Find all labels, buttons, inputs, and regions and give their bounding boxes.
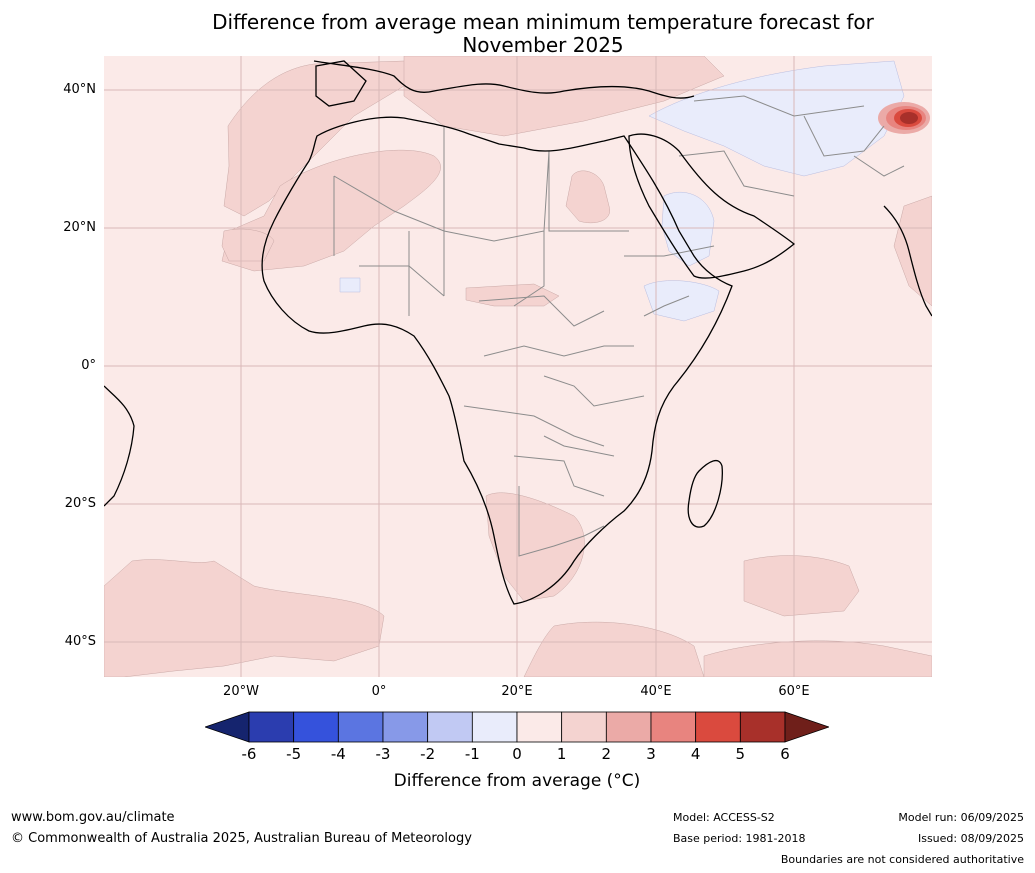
coast-india — [883, 205, 932, 317]
colorbar-cell — [561, 711, 607, 743]
warm-anomaly-regions — [104, 56, 932, 677]
colorbar-tick-label: 1 — [556, 745, 567, 763]
map-title-line-1: Difference from average mean minimum tem… — [212, 10, 874, 34]
map-title-line-2: November 2025 — [462, 33, 624, 57]
lon-label-0: 0° — [371, 684, 387, 699]
coast-madagascar — [687, 459, 723, 528]
coast-iberia — [315, 60, 367, 107]
colorbar-tick-label: 5 — [735, 745, 746, 763]
colorbar-tick-label: 6 — [780, 745, 790, 763]
colorbar-label: Difference from average (°C) — [393, 771, 641, 791]
footer-disclaimer: Boundaries are not considered authoritat… — [780, 853, 1024, 866]
colorbar — [205, 711, 829, 743]
footer-copyright: © Commonwealth of Australia 2025, Austra… — [11, 831, 472, 846]
warm-region-south-atlantic — [104, 559, 385, 677]
colorbar-cell — [293, 711, 339, 743]
lat-label-40n: 40°N — [63, 82, 96, 97]
warm-region-north-atlantic — [223, 59, 465, 217]
colorbar-tick-label: 2 — [601, 745, 612, 763]
footer-url[interactable]: www.bom.gov.au/climate — [11, 810, 175, 825]
colorbar-tick-label: -6 — [241, 745, 257, 763]
lon-label-60e: 60°E — [778, 684, 810, 699]
warm-region-nw-africa — [221, 149, 441, 272]
colorbar-tick-label: -2 — [420, 745, 436, 763]
warm-region-south-ocean — [523, 621, 705, 677]
colorbar-cell — [471, 711, 518, 743]
warm-region-indian-ocean — [743, 555, 860, 617]
coast-arabia — [628, 133, 796, 279]
colorbar-cell — [605, 711, 652, 743]
lat-label-20s: 20°S — [64, 496, 96, 511]
footer-base-period: Base period: 1981-2018 — [673, 832, 806, 845]
colorbar-tick-label: -4 — [330, 745, 346, 763]
warm-region-east-atlantic — [221, 228, 275, 262]
colorbar-tick-label: -3 — [375, 745, 391, 763]
footer-model: Model: ACCESS-S2 — [673, 811, 775, 824]
colorbar-tick-label: 0 — [512, 745, 522, 763]
colorbar-cell — [516, 711, 563, 743]
lat-label-0: 0° — [81, 358, 96, 373]
colorbar-extend-low — [205, 711, 250, 743]
colorbar-cell — [382, 711, 429, 743]
colorbar-cell — [337, 711, 384, 743]
colorbar-tick-label: -5 — [286, 745, 302, 763]
warm-region-mediterranean — [403, 56, 725, 137]
colorbar-tick-label: 4 — [690, 745, 701, 763]
warm-region-egypt — [565, 170, 611, 224]
colorbar-cell — [739, 711, 786, 743]
colorbar-tick-label: 3 — [646, 745, 656, 763]
lon-label-20e: 20°E — [501, 684, 533, 699]
graticule — [104, 56, 932, 677]
coast-europe — [313, 60, 695, 99]
warm-region-southern-africa — [485, 492, 585, 602]
colorbar-cell — [427, 711, 473, 743]
lat-label-40s: 40°S — [64, 634, 96, 649]
colorbar-tick-label: -1 — [464, 745, 480, 763]
colorbar-cell — [650, 711, 697, 743]
coastlines — [104, 60, 932, 605]
warm-region-indian-ocean-south — [703, 640, 932, 677]
lon-label-20w: 20°W — [223, 684, 259, 699]
hot-spot-caspian — [878, 102, 930, 134]
coast-brazil — [104, 385, 135, 507]
lon-label-40e: 40°E — [640, 684, 672, 699]
colorbar-cell — [695, 711, 741, 743]
footer-issued: Issued: 08/09/2025 — [917, 832, 1024, 845]
cool-region-west-africa — [339, 277, 361, 293]
footer-model-run: Model run: 06/09/2025 — [898, 811, 1024, 824]
country-borders — [333, 95, 905, 557]
warm-region-india — [893, 195, 932, 307]
colorbar-cell — [248, 711, 295, 743]
lat-label-20n: 20°N — [63, 220, 96, 235]
coast-africa — [261, 116, 733, 605]
colorbar-extend-high — [784, 711, 829, 743]
anomaly-map — [104, 56, 932, 677]
